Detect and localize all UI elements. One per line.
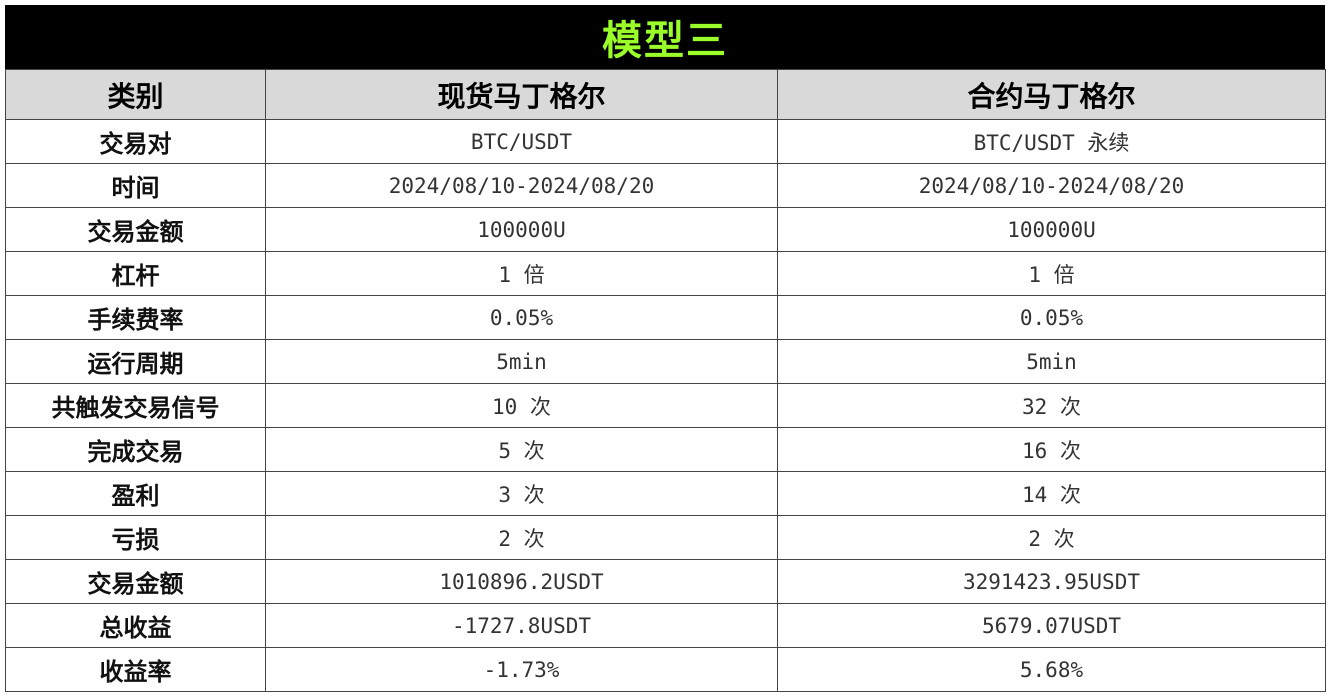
spot-value: BTC/USDT [265, 119, 778, 164]
row-label: 时间 [5, 163, 266, 208]
table-row: 交易金额 100000U 100000U [5, 207, 1326, 252]
table-row: 总收益 -1727.8USDT 5679.07USDT [5, 603, 1326, 648]
spot-value: 1 倍 [265, 251, 778, 296]
table-row: 收益率 -1.73% 5.68% [5, 647, 1326, 692]
contract-value: BTC/USDT 永续 [777, 119, 1326, 164]
row-label: 交易对 [5, 119, 266, 164]
contract-value: 16 次 [777, 427, 1326, 472]
spot-value: 3 次 [265, 471, 778, 516]
header-row: 类别 现货马丁格尔 合约马丁格尔 [5, 69, 1326, 120]
row-label: 收益率 [5, 647, 266, 692]
table-row: 交易金额 1010896.2USDT 3291423.95USDT [5, 559, 1326, 604]
contract-value: 3291423.95USDT [777, 559, 1326, 604]
table-row: 共触发交易信号 10 次 32 次 [5, 383, 1326, 428]
contract-value: 2 次 [777, 515, 1326, 560]
spot-value: 100000U [265, 207, 778, 252]
contract-value: 2024/08/10-2024/08/20 [777, 163, 1326, 208]
spot-value: -1.73% [265, 647, 778, 692]
spot-value: 2024/08/10-2024/08/20 [265, 163, 778, 208]
table-row: 交易对 BTC/USDT BTC/USDT 永续 [5, 119, 1326, 164]
contract-value: 5min [777, 339, 1326, 384]
row-label: 共触发交易信号 [5, 383, 266, 428]
row-label: 交易金额 [5, 559, 266, 604]
comparison-table-container: 模型三 类别 现货马丁格尔 合约马丁格尔 交易对 BTC/USDT BTC/USDT… [5, 5, 1326, 692]
spot-value: 5 次 [265, 427, 778, 472]
row-label: 交易金额 [5, 207, 266, 252]
row-label: 手续费率 [5, 295, 266, 340]
contract-value: 100000U [777, 207, 1326, 252]
spot-value: -1727.8USDT [265, 603, 778, 648]
spot-value: 2 次 [265, 515, 778, 560]
table-row: 手续费率 0.05% 0.05% [5, 295, 1326, 340]
contract-value: 14 次 [777, 471, 1326, 516]
spot-value: 5min [265, 339, 778, 384]
header-contract: 合约马丁格尔 [777, 69, 1326, 120]
row-label: 盈利 [5, 471, 266, 516]
table-row: 完成交易 5 次 16 次 [5, 427, 1326, 472]
contract-value: 5679.07USDT [777, 603, 1326, 648]
table-body: 交易对 BTC/USDT BTC/USDT 永续 时间 2024/08/10-2024/… [5, 119, 1326, 692]
header-category: 类别 [5, 69, 266, 120]
row-label: 完成交易 [5, 427, 266, 472]
table-row: 运行周期 5min 5min [5, 339, 1326, 384]
contract-value: 1 倍 [777, 251, 1326, 296]
row-label: 运行周期 [5, 339, 266, 384]
comparison-table: 类别 现货马丁格尔 合约马丁格尔 交易对 BTC/USDT BTC/USDT 永续时… [5, 69, 1326, 692]
spot-value: 1010896.2USDT [265, 559, 778, 604]
contract-value: 0.05% [777, 295, 1326, 340]
row-label: 杠杆 [5, 251, 266, 296]
contract-value: 5.68% [777, 647, 1326, 692]
table-title: 模型三 [602, 18, 728, 64]
row-label: 亏损 [5, 515, 266, 560]
table-row: 时间 2024/08/10-2024/08/20 2024/08/10-2024/0… [5, 163, 1326, 208]
row-label: 总收益 [5, 603, 266, 648]
title-bar: 模型三 [5, 5, 1325, 69]
spot-value: 10 次 [265, 383, 778, 428]
spot-value: 0.05% [265, 295, 778, 340]
table-row: 盈利 3 次 14 次 [5, 471, 1326, 516]
contract-value: 32 次 [777, 383, 1326, 428]
header-spot: 现货马丁格尔 [265, 69, 778, 120]
